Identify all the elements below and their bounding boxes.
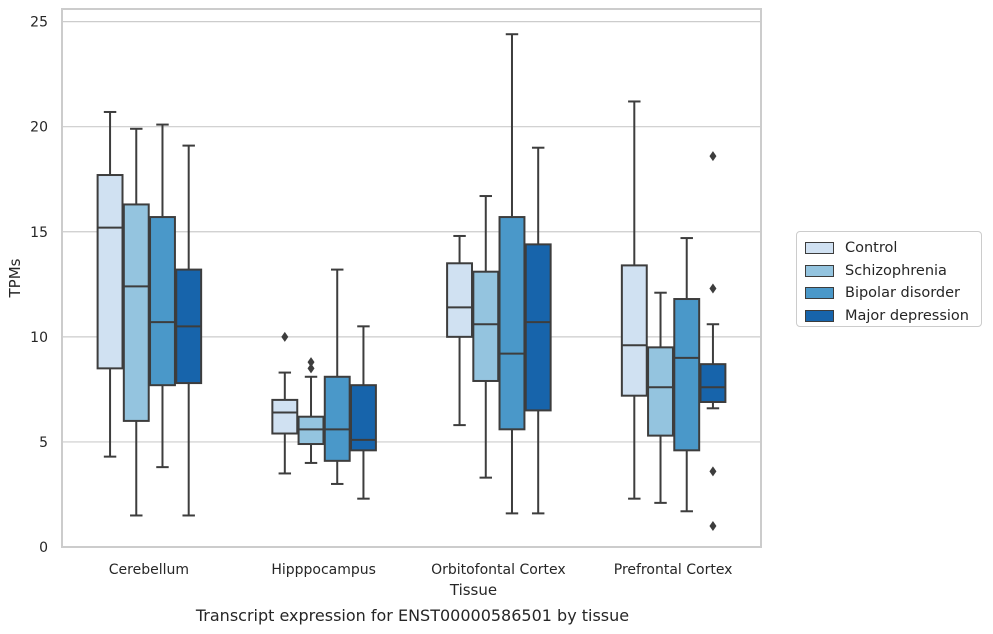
- legend-label: Schizophrenia: [845, 262, 947, 279]
- plot-frame: [61, 8, 762, 548]
- legend-item: Control: [805, 237, 981, 260]
- legend-label: Major depression: [845, 308, 969, 325]
- legend: Control Schizophrenia Bipolar disorder Majo…: [796, 231, 982, 327]
- box-iqr: [699, 363, 727, 403]
- x-tick-label: Orbitofontal Cortex: [431, 562, 566, 578]
- y-tick-label: 10: [30, 330, 48, 346]
- box-major-depression: [524, 146, 552, 515]
- box-schizophrenia: [647, 291, 674, 504]
- box-iqr: [673, 298, 701, 452]
- legend-item: Bipolar disorder: [805, 282, 981, 305]
- outlier-point: [307, 357, 315, 368]
- x-axis-label: Tissue: [449, 581, 497, 599]
- outlier-point: [709, 520, 717, 531]
- box-iqr: [647, 346, 674, 437]
- legend-swatch: [805, 310, 834, 323]
- box-iqr: [620, 264, 648, 397]
- box-iqr: [297, 415, 325, 446]
- box-control: [271, 331, 299, 475]
- outlier-point: [709, 283, 717, 294]
- box-schizophrenia: [297, 357, 325, 464]
- legend-label: Bipolar disorder: [845, 285, 960, 302]
- box-bipolar-disorder: [149, 123, 176, 469]
- box-iqr: [122, 203, 150, 422]
- legend-item: Schizophrenia: [805, 260, 981, 283]
- box-control: [96, 110, 124, 458]
- outlier-point: [709, 151, 717, 162]
- chart-caption: Transcript expression for ENST0000058650…: [195, 606, 630, 625]
- box-iqr: [472, 270, 500, 382]
- legend-swatch: [805, 287, 834, 300]
- x-tick-label: Cerebellum: [109, 562, 189, 578]
- y-tick-label: 0: [39, 540, 48, 556]
- legend-swatch: [805, 264, 834, 277]
- y-tick-label: 15: [30, 225, 48, 241]
- box-iqr: [498, 216, 526, 431]
- box-bipolar-disorder: [498, 33, 526, 515]
- y-axis-label: TPMs: [6, 258, 24, 298]
- box-major-depression: [699, 151, 727, 531]
- outlier-point: [709, 466, 717, 477]
- box-schizophrenia: [122, 127, 150, 517]
- box-iqr: [271, 398, 299, 435]
- box-control: [620, 100, 648, 500]
- x-tick-label: Prefrontal Cortex: [614, 562, 733, 578]
- legend-label: Control: [845, 240, 898, 257]
- outlier-point: [307, 363, 315, 374]
- y-tick-label: 20: [30, 120, 48, 136]
- box-iqr: [524, 243, 552, 412]
- box-bipolar-disorder: [673, 237, 701, 513]
- legend-swatch: [805, 242, 834, 255]
- box-major-depression: [175, 144, 203, 517]
- y-tick-label: 5: [39, 435, 48, 451]
- x-tick-label: Hipppocampus: [271, 562, 376, 578]
- box-bipolar-disorder: [323, 268, 351, 485]
- box-iqr: [149, 216, 176, 387]
- outlier-point: [281, 331, 289, 342]
- box-iqr: [323, 375, 351, 462]
- box-schizophrenia: [472, 195, 500, 479]
- legend-item: Major depression: [805, 305, 981, 328]
- y-tick-label: 25: [30, 15, 48, 31]
- box-iqr: [96, 174, 124, 370]
- box-control: [446, 234, 474, 427]
- box-iqr: [446, 262, 474, 338]
- box-major-depression: [349, 325, 377, 500]
